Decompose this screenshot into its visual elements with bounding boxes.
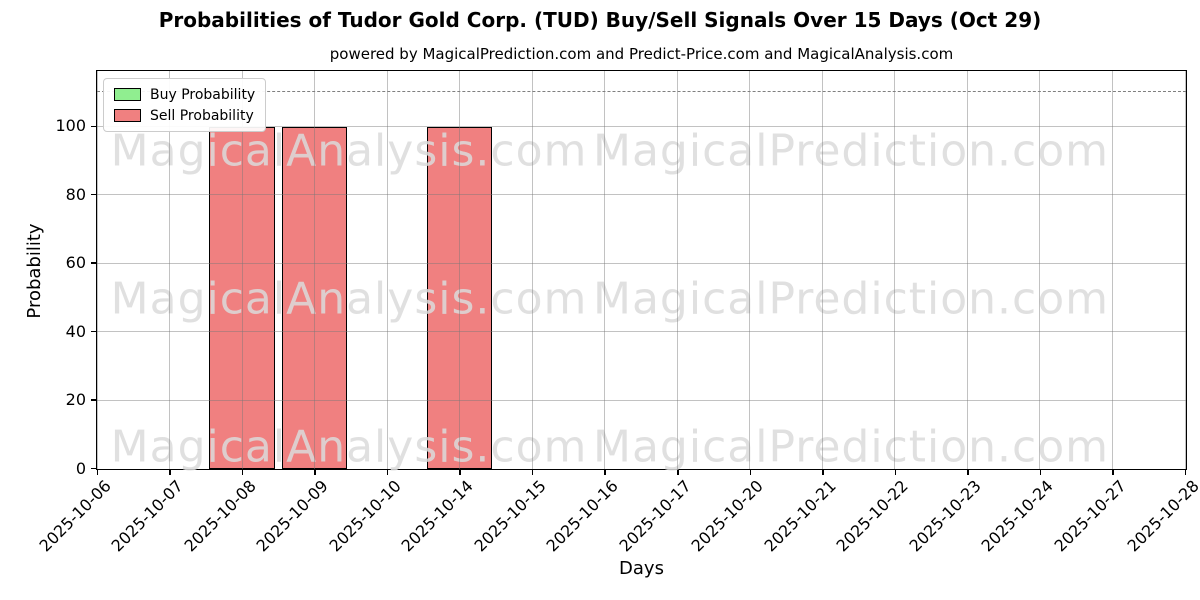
x-tick-mark-2025-10-21 <box>822 469 824 475</box>
y-tick-label-80: 80 <box>65 184 86 204</box>
watermark-text: MagicalAnalysis.com <box>110 125 588 177</box>
y-tick-label-0: 0 <box>75 458 86 478</box>
y-tick-mark-0 <box>90 467 96 470</box>
x-tick-mark-2025-10-20 <box>749 469 752 475</box>
y-tick-mark-40 <box>90 330 96 333</box>
watermark-text: MagicalPrediction.com <box>593 421 1109 473</box>
legend-item-sell: Sell Probability <box>114 105 255 126</box>
bars-layer <box>97 71 1186 469</box>
gridline-vertical-2025-10-28 <box>1184 71 1186 469</box>
x-tick-mark-2025-10-06 <box>96 469 99 475</box>
watermark-text: MagicalAnalysis.com <box>110 273 588 325</box>
gridline-vertical-2025-10-14 <box>459 71 461 469</box>
x-tick-mark-2025-10-24 <box>1039 469 1042 475</box>
y-tick-mark-100 <box>90 125 96 127</box>
chart-title: Probabilities of Tudor Gold Corp. (TUD) … <box>158 8 1042 32</box>
buy-probability-swatch <box>114 88 141 101</box>
y-axis-label: Probability <box>24 223 45 319</box>
x-tick-mark-2025-10-07 <box>169 469 171 475</box>
y-tick-label-60: 60 <box>65 253 86 273</box>
y-tick-mark-20 <box>90 399 96 401</box>
gridline-vertical-2025-10-23 <box>966 71 968 469</box>
legend-item-buy: Buy Probability <box>114 84 255 105</box>
gridline-vertical-2025-10-08 <box>241 71 243 469</box>
gridline-horizontal-20 <box>97 399 1186 401</box>
x-tick-mark-2025-10-23 <box>967 469 969 475</box>
y-tick-mark-80 <box>90 193 96 196</box>
watermark-layer: MagicalAnalysis.com MagicalPrediction.com… <box>97 71 1186 473</box>
sell-probability-bar-2025-10-09 <box>281 126 348 469</box>
x-tick-mark-2025-10-08 <box>241 469 244 475</box>
x-tick-mark-2025-10-16 <box>604 469 606 475</box>
gridline-horizontal-40 <box>97 331 1186 333</box>
x-tick-mark-2025-10-15 <box>531 469 534 475</box>
sell-probability-label: Sell Probability <box>150 107 254 124</box>
plot-area: MagicalAnalysis.com MagicalPrediction.com… <box>96 70 1187 473</box>
sell-probability-bar-2025-10-14 <box>427 126 493 469</box>
buy-probability-label: Buy Probability <box>150 86 256 103</box>
upper-threshold-dashed-line <box>97 90 1186 92</box>
gridline-vertical-2025-10-17 <box>676 71 678 469</box>
gridline-vertical-2025-10-24 <box>1039 71 1041 469</box>
gridline-vertical-2025-10-20 <box>749 71 751 469</box>
x-tick-mark-2025-10-28 <box>1184 469 1187 475</box>
grid-layer <box>96 71 1186 469</box>
gridline-vertical-2025-10-21 <box>821 71 823 469</box>
gridline-vertical-2025-10-15 <box>531 71 533 469</box>
gridline-vertical-2025-10-09 <box>314 71 316 469</box>
watermark-text: MagicalPrediction.com <box>593 273 1109 325</box>
gridline-horizontal-60 <box>97 262 1186 264</box>
watermark-text: MagicalPrediction.com <box>593 125 1109 177</box>
x-tick-mark-2025-10-10 <box>386 469 389 475</box>
watermark-text: MagicalAnalysis.com <box>110 421 588 473</box>
x-axis-label: Days <box>619 558 664 579</box>
x-tick-mark-2025-10-22 <box>894 469 897 475</box>
y-tick-label-40: 40 <box>65 321 86 341</box>
gridline-vertical-2025-10-27 <box>1111 71 1113 469</box>
legend-box: Buy Probability Sell Probability <box>103 78 267 132</box>
x-tick-mark-2025-10-09 <box>314 469 316 475</box>
y-tick-label-20: 20 <box>65 390 86 410</box>
y-tick-label-100: 100 <box>55 116 86 136</box>
gridline-vertical-2025-10-07 <box>169 71 171 469</box>
gridline-vertical-2025-10-06 <box>96 71 98 469</box>
sell-probability-swatch <box>114 109 141 122</box>
gridline-horizontal-100 <box>97 125 1186 127</box>
gridline-vertical-2025-10-22 <box>894 71 896 469</box>
x-tick-mark-2025-10-17 <box>677 469 679 475</box>
gridline-vertical-2025-10-16 <box>604 71 606 469</box>
gridline-horizontal-80 <box>97 194 1186 196</box>
x-tick-mark-2025-10-27 <box>1112 469 1114 475</box>
chart-subtitle: powered by MagicalPrediction.com and Pre… <box>329 45 954 63</box>
x-tick-mark-2025-10-14 <box>459 469 461 475</box>
y-tick-mark-60 <box>90 262 96 264</box>
gridline-vertical-2025-10-10 <box>386 71 388 469</box>
sell-probability-bar-2025-10-08 <box>209 126 275 469</box>
